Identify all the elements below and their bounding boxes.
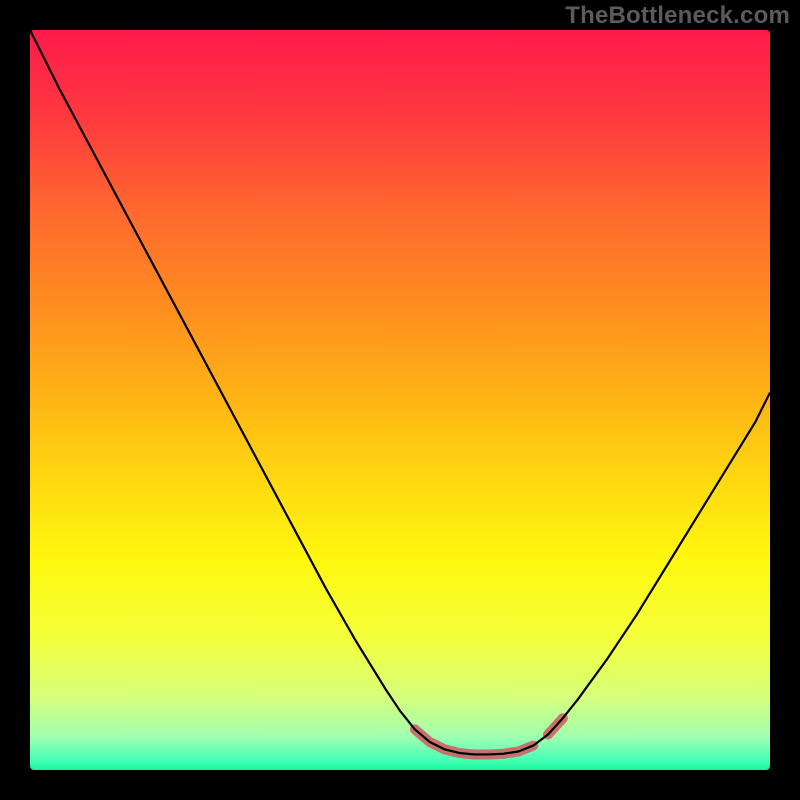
watermark: TheBottleneck.com	[565, 2, 790, 30]
plot-background	[30, 30, 770, 770]
bottleneck-chart	[0, 0, 800, 800]
chart-stage: TheBottleneck.com	[0, 0, 800, 800]
